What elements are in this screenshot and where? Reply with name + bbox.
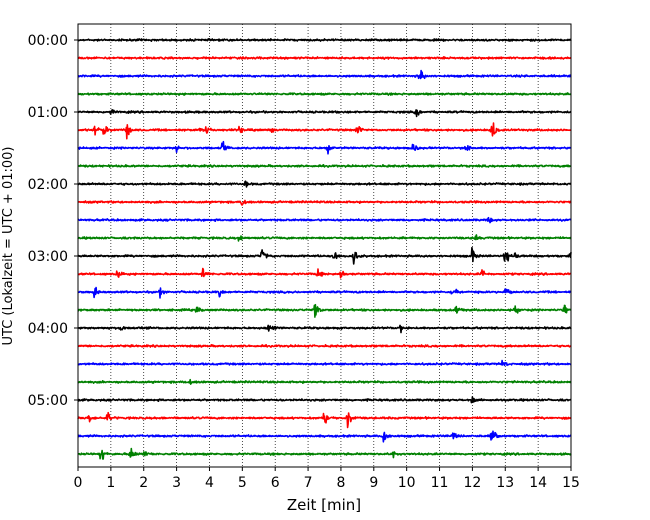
x-tick-label: 1: [106, 475, 115, 491]
y-axis-ticks: 00:00 01:00 02:00 03:00 04:00 05:00: [28, 33, 78, 409]
y-tick-label: 02:00: [28, 177, 68, 193]
trace-row-0545: [77, 447, 572, 460]
x-tick-label: 3: [172, 475, 181, 491]
x-tick-label: 0: [74, 475, 83, 491]
x-tick-label: 6: [271, 475, 280, 491]
trace-row-0000: [77, 38, 572, 42]
trace-row-0400: [77, 324, 572, 334]
trace-row-0130: [77, 140, 572, 155]
x-tick-label: 12: [463, 475, 481, 491]
plot-background: [78, 24, 571, 467]
y-axis-label: UTC (Lokalzeit = UTC + 01:00): [1, 147, 16, 346]
y-tick-label: 00:00: [28, 33, 68, 49]
x-tick-label: 4: [205, 475, 214, 491]
trace-row-0200: [77, 180, 572, 188]
trace-row-0015: [77, 56, 572, 60]
trace-row-0100: [77, 109, 572, 118]
x-tick-label: 9: [369, 475, 378, 491]
x-tick-label: 15: [562, 475, 580, 491]
y-tick-label: 01:00: [28, 105, 68, 121]
x-tick-label: 5: [238, 475, 247, 491]
trace-row-0245: [77, 234, 572, 242]
trace-row-0045: [77, 92, 572, 96]
x-tick-label: 8: [336, 475, 345, 491]
trace-row-0430: [77, 359, 572, 367]
y-tick-label: 05:00: [28, 393, 68, 409]
trace-row-0345: [77, 303, 572, 318]
plot-frame: [77, 23, 572, 468]
y-tick-label: 03:00: [28, 249, 68, 265]
trace-row-0415: [77, 344, 572, 348]
x-tick-label: 2: [139, 475, 148, 491]
x-tick-label: 10: [398, 475, 416, 491]
trace-row-0500: [77, 396, 572, 404]
x-tick-label: 14: [529, 475, 547, 491]
trace-row-0445: [77, 378, 572, 385]
trace-row-0115: [77, 122, 572, 140]
grid-lines: [110, 24, 539, 467]
x-axis-label: Zeit [min]: [287, 496, 361, 514]
trace-row-0145: [77, 164, 572, 168]
x-tick-label: 11: [431, 475, 449, 491]
y-tick-label: 04:00: [28, 321, 68, 337]
trace-row-0330: [77, 286, 572, 299]
x-tick-label: 7: [304, 475, 313, 491]
trace-row-0315: [77, 267, 572, 279]
trace-row-0230: [77, 216, 572, 224]
trace-row-0215: [77, 199, 572, 206]
x-tick-label: 13: [496, 475, 514, 491]
seismic-traces: [77, 38, 572, 460]
trace-row-0030: [77, 69, 572, 80]
trace-row-0515: [77, 411, 572, 429]
trace-row-0530: [77, 430, 572, 443]
x-axis-ticks: 0 1 2 3 4 5 6 7 8 9 10 11 12 13 14 15: [74, 467, 580, 491]
trace-row-0300: [77, 246, 572, 265]
